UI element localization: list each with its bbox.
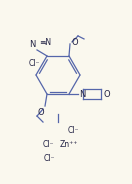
Text: Zn⁺⁺: Zn⁺⁺: [60, 139, 78, 148]
Text: ≡N: ≡N: [39, 38, 51, 47]
Text: O: O: [103, 90, 110, 99]
Text: Cl⁻: Cl⁻: [43, 139, 54, 148]
Text: ⁺: ⁺: [44, 43, 47, 48]
Text: N: N: [79, 90, 85, 99]
Text: N: N: [30, 40, 36, 49]
Text: O: O: [72, 38, 79, 47]
Text: O: O: [37, 108, 44, 117]
Text: Cl⁻: Cl⁻: [29, 59, 41, 68]
Text: Cl⁻: Cl⁻: [68, 125, 79, 135]
Text: Cl⁻: Cl⁻: [44, 154, 55, 162]
